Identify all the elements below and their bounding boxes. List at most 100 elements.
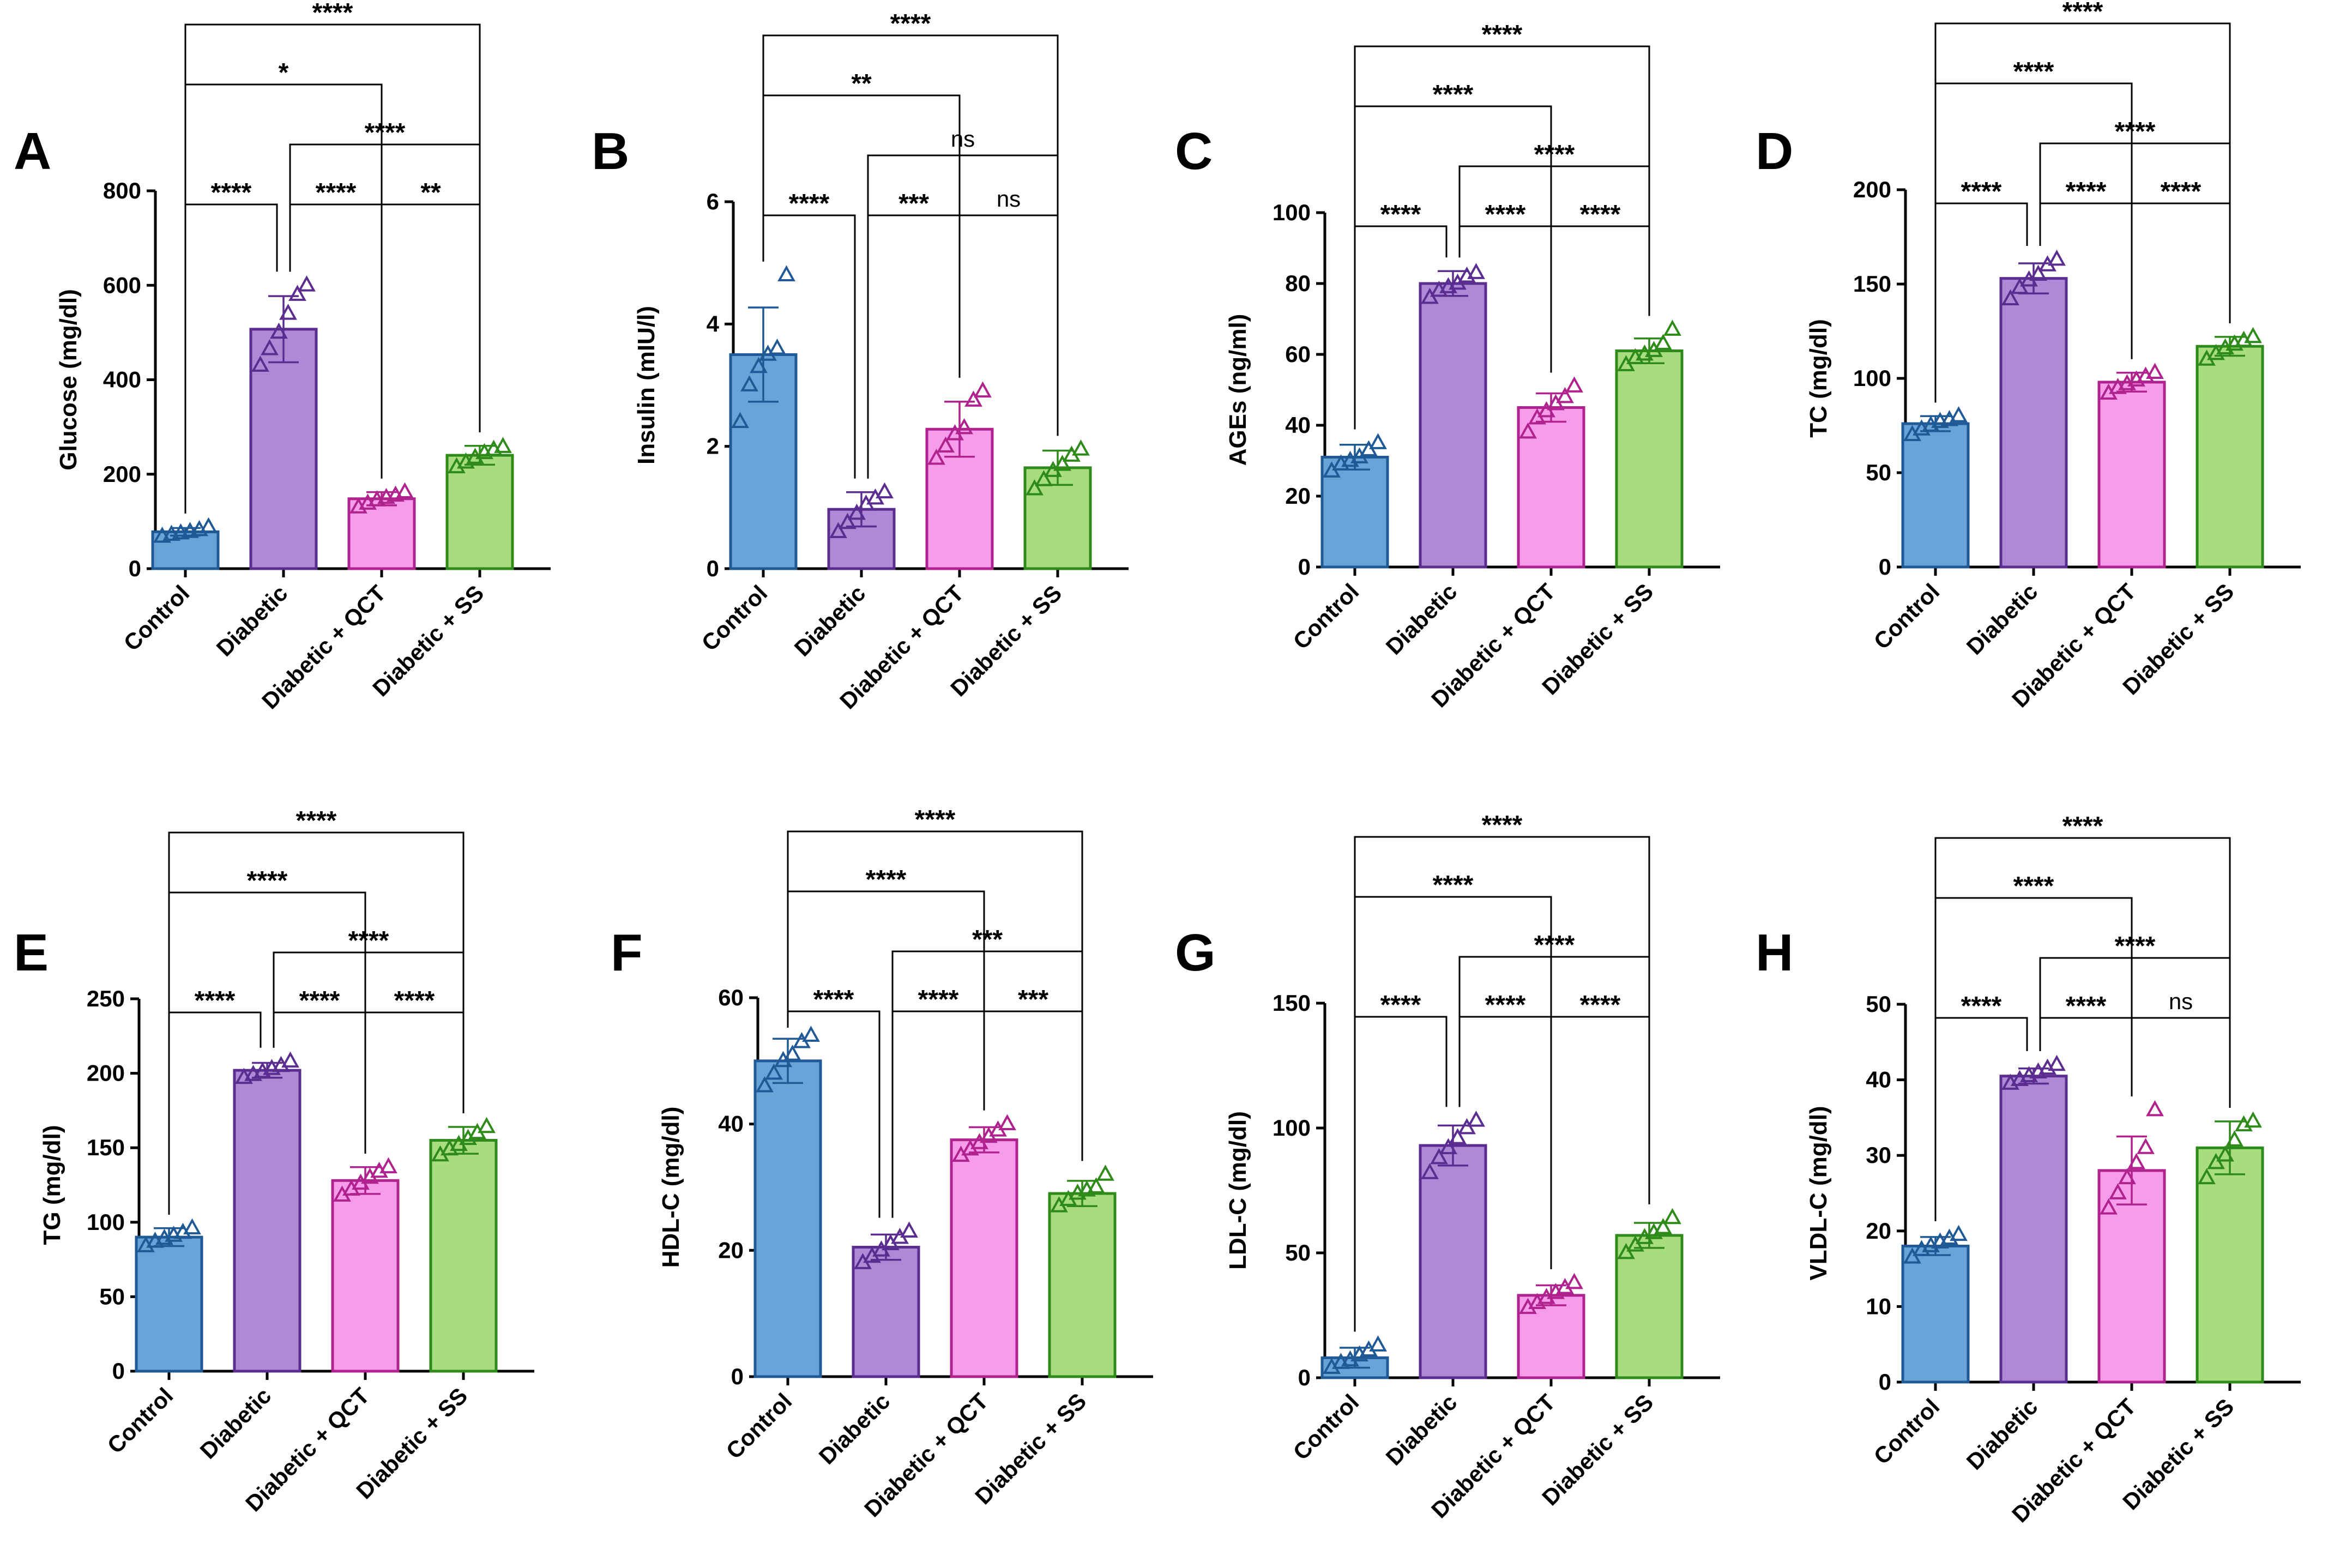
- y-tick-label: 100: [1272, 200, 1311, 225]
- x-tick-label: Diabetic: [212, 580, 293, 661]
- y-axis-label: VLDL-C (mg/dl): [1805, 1106, 1832, 1280]
- x-tick-label: Control: [1288, 578, 1364, 654]
- x-tick-label: Diabetic: [1962, 1394, 2043, 1475]
- data-point: [279, 304, 297, 320]
- significance-bracket: [762, 94, 961, 378]
- significance-label: ****: [2062, 0, 2103, 26]
- y-tick-label: 150: [1272, 990, 1311, 1016]
- data-point: [974, 381, 992, 398]
- data-point: [1565, 1273, 1583, 1289]
- significance-label: ****: [365, 118, 406, 147]
- data-point: [1467, 1111, 1485, 1127]
- x-tick-label: Control: [119, 580, 195, 656]
- significance-label: ****: [299, 986, 340, 1015]
- data-point: [927, 448, 945, 465]
- significance-bracket: [1354, 45, 1650, 430]
- bar: [1320, 456, 1389, 569]
- data-point: [288, 285, 306, 301]
- y-tick-label: 40: [1866, 1067, 1891, 1093]
- data-point: [2001, 289, 2019, 306]
- x-tick-label: Control: [1869, 578, 1945, 654]
- y-tick-label: 800: [103, 178, 141, 203]
- significance-bracket: [1934, 22, 2231, 403]
- data-point: [270, 322, 288, 339]
- data-point: [1072, 439, 1090, 456]
- significance-label: ****: [890, 9, 931, 38]
- bar: [1615, 1234, 1684, 1379]
- data-point: [2029, 264, 2047, 281]
- significance-label: ****: [1433, 80, 1474, 109]
- y-tick-label: 200: [1853, 177, 1891, 202]
- data-point: [2011, 278, 2029, 294]
- y-axis-label: TC (mg/dl): [1805, 319, 1832, 438]
- data-point: [172, 523, 190, 540]
- data-point: [1449, 1128, 1467, 1144]
- significance-label: ***: [972, 925, 1003, 954]
- significance-label: **: [851, 69, 872, 98]
- y-tick-label: 30: [1866, 1142, 1891, 1168]
- significance-label: ****: [1433, 871, 1474, 900]
- data-point: [1519, 422, 1537, 439]
- significance-label: ****: [394, 986, 435, 1015]
- panel-c: C AGEs (ng/ml) 0 20 40 60 80 100 Control Diabetic…: [1175, 20, 1720, 712]
- y-tick-label: 150: [87, 1135, 125, 1160]
- y-axis-label: HDL-C (mg/dl): [658, 1107, 684, 1268]
- significance-label: ****: [1580, 991, 1621, 1020]
- bar: [1901, 422, 1970, 569]
- bar: [1048, 1192, 1117, 1378]
- data-point: [1096, 1165, 1114, 1181]
- y-tick-label: 40: [1285, 412, 1311, 438]
- data-point: [937, 436, 955, 453]
- significance-bracket: [787, 830, 1083, 1161]
- significance-label: ****: [2066, 992, 2107, 1021]
- data-point: [998, 1114, 1016, 1131]
- y-tick-label: 6: [707, 189, 719, 214]
- data-point: [1950, 1225, 1968, 1241]
- y-tick-label: 0: [707, 556, 719, 581]
- data-point: [876, 482, 894, 499]
- bar: [233, 1069, 301, 1373]
- y-tick-label: 0: [1298, 554, 1311, 580]
- bar: [1517, 1294, 1585, 1379]
- significance-bracket: [2131, 1017, 2231, 1108]
- bar: [249, 328, 318, 570]
- data-point: [768, 339, 786, 355]
- data-point: [1663, 1208, 1681, 1225]
- data-point: [2198, 1168, 2216, 1185]
- data-point: [1053, 455, 1071, 471]
- significance-label: ****: [2066, 177, 2107, 206]
- bar: [1901, 1245, 1970, 1384]
- significance-bracket: [381, 203, 481, 479]
- significance-label: ****: [2161, 177, 2202, 206]
- panel-letter: B: [592, 122, 629, 180]
- bar: [852, 1246, 920, 1378]
- significance-label: *: [279, 58, 289, 87]
- significance-bracket: [364, 1011, 465, 1154]
- y-tick-label: 100: [1272, 1115, 1311, 1141]
- y-axis-label: Insulin (mIU/l): [633, 306, 660, 465]
- data-point: [1026, 479, 1044, 496]
- data-point: [740, 375, 758, 391]
- significance-label: ****: [348, 926, 389, 955]
- significance-bracket: [762, 34, 1059, 436]
- bar: [429, 1139, 498, 1373]
- x-tick-label: Diabetic: [814, 1388, 895, 1469]
- panel-letter: C: [1175, 122, 1213, 180]
- data-point: [1430, 1148, 1448, 1165]
- data-point: [1087, 1177, 1105, 1193]
- data-point: [839, 512, 857, 529]
- data-point: [2048, 1054, 2066, 1071]
- significance-label: ****: [1380, 991, 1421, 1020]
- data-point: [1369, 1335, 1387, 1352]
- bar: [2097, 381, 2166, 569]
- significance-bracket: [1458, 165, 1650, 316]
- bar: [2097, 1169, 2166, 1384]
- data-point: [2244, 327, 2262, 343]
- data-point: [777, 265, 795, 281]
- significance-bracket: [184, 23, 481, 514]
- data-point: [829, 522, 847, 539]
- data-point: [298, 275, 316, 292]
- data-point: [251, 355, 269, 372]
- y-tick-label: 20: [718, 1237, 744, 1263]
